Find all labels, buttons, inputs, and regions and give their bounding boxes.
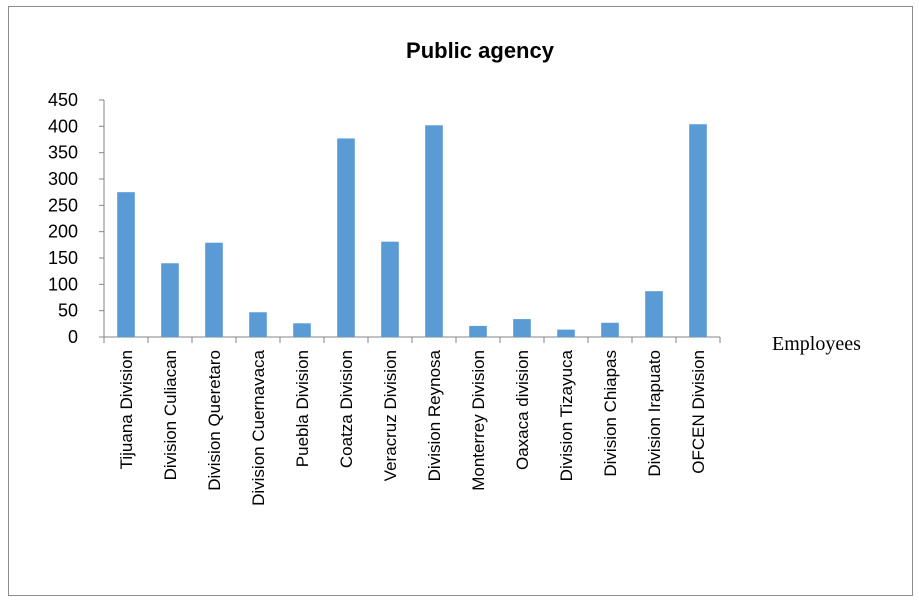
x-category-label: Division Irapuato: [645, 350, 664, 477]
bar: [601, 322, 619, 337]
x-category-label: Coatza Division: [337, 350, 356, 468]
y-tick-label: 50: [58, 301, 78, 321]
y-tick-label: 250: [48, 195, 78, 215]
bar: [513, 319, 531, 337]
x-category-label: Division Tizayuca: [557, 349, 576, 481]
x-category-label: Division Reynosa: [425, 349, 444, 481]
x-category-label: OFCEN Division: [689, 350, 708, 474]
bar: [337, 138, 355, 337]
bar: [205, 242, 223, 337]
x-category-label: Oaxaca division: [513, 350, 532, 470]
y-tick-label: 450: [48, 90, 78, 110]
x-category-label: Monterrey Division: [469, 350, 488, 491]
bar: [381, 241, 399, 337]
legend-entry-employees: Employees: [772, 333, 861, 355]
bar: [557, 329, 575, 337]
y-tick-label: 200: [48, 222, 78, 242]
bar: [293, 323, 311, 337]
chart-title: Public agency: [406, 38, 555, 63]
bar: [645, 291, 663, 337]
bar-series: [117, 124, 707, 337]
bar: [469, 325, 487, 337]
x-category-label: Tijuana Division: [117, 350, 136, 469]
x-category-label: Veracruz Division: [381, 350, 400, 481]
x-axis: Tijuana Division Division Culiacan Divisio…: [103, 336, 721, 506]
y-axis: 0 50 100 150 200 250 300 350 400 450: [48, 90, 105, 347]
bar: [425, 125, 443, 337]
x-category-label: Puebla Division: [293, 350, 312, 467]
y-tick-label: 400: [48, 116, 78, 136]
chart-area: [8, 6, 913, 596]
y-tick-label: 0: [68, 327, 78, 347]
x-category-label: Division Chiapas: [601, 350, 620, 477]
x-category-label: Division Cuernavaca: [249, 349, 268, 505]
legend: Employees: [772, 333, 861, 355]
x-category-label: Division Queretaro: [205, 350, 224, 491]
bar: [249, 312, 267, 337]
x-category-label: Division Culiacan: [161, 350, 180, 480]
y-tick-label: 150: [48, 248, 78, 268]
bar: [117, 192, 135, 337]
bar: [161, 263, 179, 337]
y-tick-label: 300: [48, 169, 78, 189]
bar: [689, 124, 707, 337]
y-tick-label: 100: [48, 274, 78, 294]
y-tick-label: 350: [48, 143, 78, 163]
